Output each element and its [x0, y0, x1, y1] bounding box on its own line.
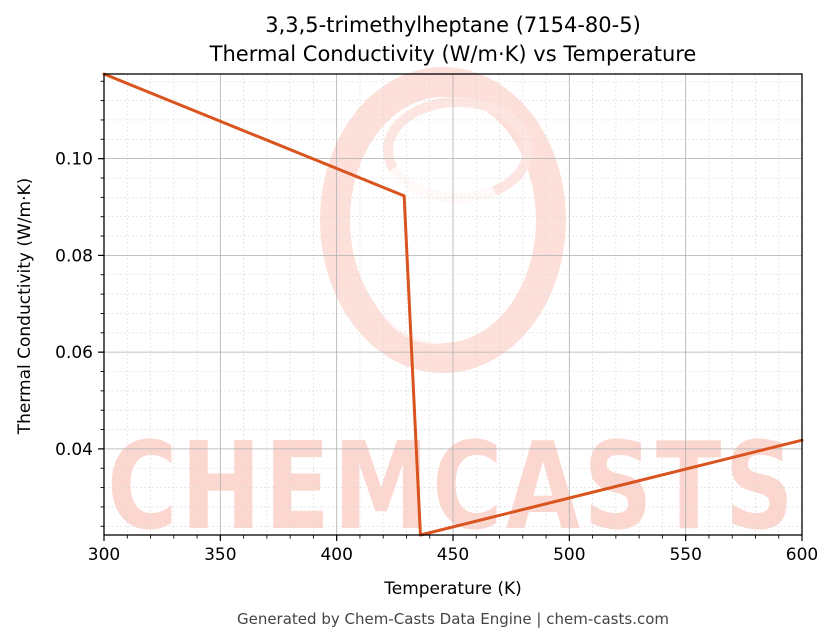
x-tick-label: 600: [786, 545, 818, 565]
series-line-0: [102, 72, 804, 537]
x-tick-label: 300: [88, 545, 120, 565]
chart-title: 3,3,5-trimethylheptane (7154-80-5): [265, 13, 641, 37]
chart-subtitle: Thermal Conductivity (W/m·K) vs Temperat…: [209, 42, 697, 66]
footer-credit: Generated by Chem-Casts Data Engine | ch…: [237, 610, 669, 628]
y-tick-label: 0.04: [55, 440, 93, 460]
x-tick-label: 400: [320, 545, 352, 565]
x-tick-label: 450: [437, 545, 469, 565]
x-axis-label: Temperature (K): [383, 579, 522, 599]
x-tick-label: 350: [204, 545, 236, 565]
x-axis-ticks: 300 350 400 450 500 550 600: [88, 535, 818, 565]
x-tick-label: 500: [553, 545, 585, 565]
y-tick-label: 0.10: [55, 150, 93, 170]
y-axis-label: Thermal Conductivity (W/m·K): [15, 178, 35, 436]
watermark: CHEMCASTS: [107, 67, 793, 557]
series-layer: [102, 72, 804, 537]
y-tick-label: 0.08: [55, 246, 93, 266]
x-tick-label: 550: [669, 545, 701, 565]
y-tick-label: 0.06: [55, 343, 93, 363]
watermark-logo-icon: [320, 67, 566, 373]
y-axis-ticks: 0.04 0.06 0.08 0.10: [55, 80, 104, 527]
